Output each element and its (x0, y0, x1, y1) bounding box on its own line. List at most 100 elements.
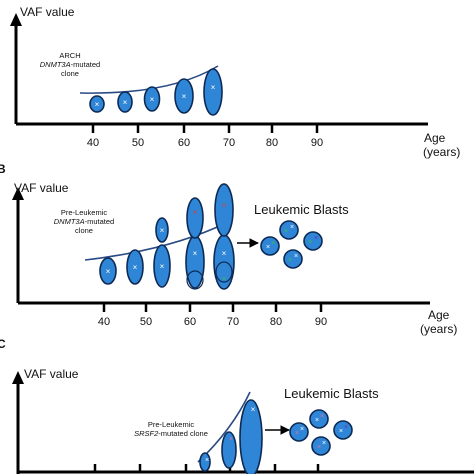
clone-label-line2: SRSF2-mutated clone (134, 429, 208, 438)
mutation-mark: × (123, 98, 128, 107)
mutation-mark: × (205, 457, 209, 464)
clone-cell (153, 244, 171, 288)
clone-cell (203, 68, 223, 116)
x-tick-labels: 40 50 60 70 80 90 (98, 316, 327, 328)
x-ticks (91, 124, 319, 133)
blasts-label: Leukemic Blasts (284, 386, 379, 401)
clone-cell (126, 249, 144, 285)
blast-cell (283, 249, 303, 269)
panel-c: C VAF value Pre-Leukemic SRSF2-mutated c… (0, 337, 474, 474)
mutation-mark: × (133, 263, 138, 272)
mutation-mark-pink: × (295, 430, 299, 437)
mutation-mark: × (211, 83, 216, 92)
subclone-outline (186, 270, 204, 290)
tick-label: 90 (311, 137, 323, 149)
clone-cell (174, 78, 194, 114)
y-axis-arrowhead (12, 371, 24, 384)
tick-label: 60 (178, 137, 190, 149)
mutation-mark: × (182, 92, 187, 101)
blast-cell (311, 436, 331, 456)
blast-cell (279, 220, 299, 240)
mutation-mark: × (193, 249, 198, 258)
clone-cell (221, 431, 237, 469)
mutation-mark-purple: × (314, 235, 318, 242)
mutation-mark-red: × (222, 201, 227, 210)
mutation-mark-green: × (308, 239, 312, 246)
mutation-mark-green: × (288, 257, 292, 264)
tick-label: 40 (98, 316, 110, 328)
clone-cell (239, 399, 263, 474)
leukemic-blasts: × × × × × × × × (260, 220, 323, 269)
clone-cell (89, 95, 105, 113)
x-ticks (102, 303, 323, 312)
tick-label: 70 (227, 316, 239, 328)
y-axis-label: VAF value (20, 5, 75, 19)
mutation-mark-green: × (271, 240, 275, 247)
panel-b: B VAF value 40 50 60 70 80 90 Age (years… (0, 162, 457, 336)
tick-label: 50 (140, 316, 152, 328)
mutation-mark: × (300, 426, 304, 433)
clone-cell (185, 235, 205, 289)
x-tick-labels: 40 50 60 70 80 90 (87, 137, 323, 149)
panel-a: VAF value 40 50 60 70 80 90 Age (years) … (10, 5, 460, 159)
panel-letter: C (0, 337, 6, 351)
tick-label: 80 (266, 137, 278, 149)
blast-cell (289, 422, 309, 442)
blast-cell (260, 236, 280, 256)
clone-label-line2: DNMT3A-mutated (54, 217, 114, 226)
mutation-mark: × (266, 244, 270, 251)
mutation-mark: × (251, 405, 256, 414)
clone-label-line1: Pre-Leukemic (148, 420, 195, 429)
mutation-mark: × (290, 224, 294, 231)
mutation-mark: × (315, 417, 319, 424)
clone-cell (199, 452, 211, 472)
panel-letter: B (0, 162, 6, 176)
clone-label-line1: ARCH (59, 51, 80, 60)
blasts-label: Leukemic Blasts (254, 202, 349, 217)
y-axis-arrowhead (10, 13, 22, 26)
x-axis-unit: (years) (420, 322, 457, 336)
tick-label: 90 (315, 316, 327, 328)
mutation-mark: × (160, 226, 165, 235)
clone-label-line3: clone (75, 226, 93, 235)
clone-cell (99, 257, 117, 285)
x-axis-unit: (years) (423, 145, 460, 159)
tick-label: 60 (184, 316, 196, 328)
mutation-mark-purple: × (344, 424, 348, 431)
clone-cells: × × × × × (89, 68, 223, 116)
mutation-mark: × (322, 440, 326, 447)
mutation-mark: × (339, 428, 343, 435)
mutation-mark-green: × (222, 276, 226, 283)
tick-label: 50 (132, 137, 144, 149)
mutation-mark-pink: × (229, 436, 233, 443)
tick-label: 40 (87, 137, 99, 149)
clone-cell (143, 86, 161, 112)
y-axis-label: VAF value (14, 181, 69, 195)
mutation-mark: × (106, 267, 111, 276)
mutation-mark: × (294, 253, 298, 260)
mutation-mark-green: × (284, 228, 288, 235)
x-axis-label: Age (424, 131, 446, 145)
y-axis-arrowhead (12, 187, 24, 200)
clone-label-line1: Pre-Leukemic (61, 208, 108, 217)
mutation-mark-red: × (193, 208, 198, 217)
mutation-mark-pink: × (320, 413, 324, 420)
x-axis-label: Age (428, 308, 450, 322)
clone-cell-top (155, 217, 169, 243)
mutation-mark: × (222, 249, 227, 258)
clone-label-line2: DNMT3A-mutated (40, 60, 100, 69)
y-axis-label: VAF value (24, 367, 79, 381)
mutation-mark: × (150, 95, 155, 104)
tick-label: 70 (223, 137, 235, 149)
tick-label: 80 (270, 316, 282, 328)
mutation-mark: × (95, 100, 100, 109)
clone-growth-curve (79, 65, 219, 94)
mutation-mark-pink: × (317, 444, 321, 451)
clone-cell-top (186, 197, 204, 239)
blast-cell (303, 231, 323, 251)
mutation-mark: × (160, 262, 165, 271)
clone-cells: × × × × × × × × × (99, 183, 235, 290)
blast-cell (333, 420, 353, 440)
blast-cell (309, 409, 329, 429)
